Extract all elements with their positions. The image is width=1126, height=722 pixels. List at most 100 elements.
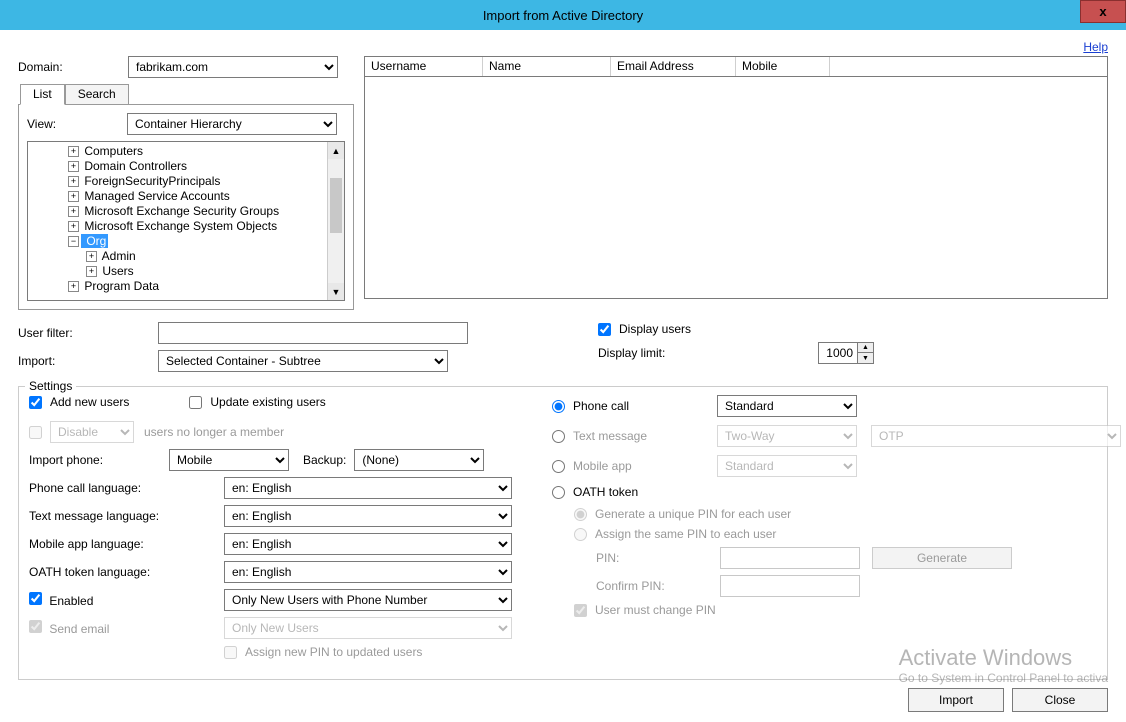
expand-icon[interactable]: +	[86, 266, 97, 277]
send-email-label: Send email	[49, 622, 109, 636]
tree-item[interactable]: + Users	[28, 264, 283, 279]
enabled-scope-select[interactable]: Only New Users with Phone Number	[224, 589, 512, 611]
send-email-checkbox	[29, 620, 42, 633]
expand-icon[interactable]: +	[68, 146, 79, 157]
help-link-row: Help	[18, 36, 1108, 56]
help-link[interactable]: Help	[1083, 40, 1108, 54]
display-limit-label: Display limit:	[598, 346, 818, 360]
language-select[interactable]: en: English	[224, 561, 512, 583]
column-header[interactable]: Email Address	[611, 57, 736, 76]
expand-icon[interactable]: +	[68, 161, 79, 172]
view-label: View:	[27, 117, 127, 131]
tree-item[interactable]: + Computers	[28, 144, 283, 159]
results-body[interactable]	[364, 77, 1108, 299]
disable-users-select: Disable	[50, 421, 134, 443]
tree-container: + Computers+ Domain Controllers+ Foreign…	[27, 141, 345, 301]
import-button[interactable]: Import	[908, 688, 1004, 712]
column-header[interactable]: Name	[483, 57, 611, 76]
language-select[interactable]: en: English	[224, 477, 512, 499]
tree[interactable]: + Computers+ Domain Controllers+ Foreign…	[28, 142, 283, 296]
import-phone-select[interactable]: Mobile	[169, 449, 289, 471]
backup-label: Backup:	[303, 453, 346, 467]
view-select[interactable]: Container Hierarchy	[127, 113, 337, 135]
tree-item[interactable]: + Program Data	[28, 279, 283, 294]
language-select[interactable]: en: English	[224, 533, 512, 555]
expand-icon[interactable]: +	[86, 251, 97, 262]
user-must-change-pin-checkbox	[574, 604, 587, 617]
phone-call-mode-select[interactable]: Standard	[717, 395, 857, 417]
pin-input	[720, 547, 860, 569]
results-header: UsernameNameEmail AddressMobile	[364, 56, 1108, 77]
tree-item[interactable]: + Managed Service Accounts	[28, 189, 283, 204]
display-limit-spinner[interactable]: ▲ ▼	[818, 342, 874, 364]
tree-item[interactable]: + Domain Controllers	[28, 159, 283, 174]
method-mobileapp-radio[interactable]	[552, 460, 565, 473]
user-filter-input[interactable]	[158, 322, 468, 344]
tab-search[interactable]: Search	[65, 84, 129, 105]
expand-icon[interactable]: +	[68, 191, 79, 202]
tree-item[interactable]: + Microsoft Exchange System Objects	[28, 219, 283, 234]
backup-select[interactable]: (None)	[354, 449, 484, 471]
tree-item[interactable]: + Microsoft Exchange Security Groups	[28, 204, 283, 219]
language-row: Mobile app language:en: English	[29, 533, 512, 555]
language-select[interactable]: en: English	[224, 505, 512, 527]
method-phone-radio[interactable]	[552, 400, 565, 413]
spin-up-icon[interactable]: ▲	[857, 343, 873, 353]
close-button[interactable]: Close	[1012, 688, 1108, 712]
language-row: OATH token language:en: English	[29, 561, 512, 583]
footer-buttons: Import Close	[18, 680, 1108, 712]
method-oath-label: OATH token	[573, 485, 713, 499]
tree-item-label: Microsoft Exchange System Objects	[81, 219, 277, 233]
tree-scrollbar[interactable]: ▲ ▼	[327, 142, 344, 300]
disable-users-suffix: users no longer a member	[144, 425, 284, 439]
display-users-label: Display users	[619, 322, 691, 336]
scroll-thumb[interactable]	[330, 178, 342, 233]
tree-item-label: Domain Controllers	[81, 159, 187, 173]
display-limit-input[interactable]	[819, 343, 857, 363]
generate-pin-button: Generate	[872, 547, 1012, 569]
expand-icon[interactable]: +	[68, 206, 79, 217]
enabled-checkbox[interactable]	[29, 592, 42, 605]
import-scope-select[interactable]: Selected Container - Subtree	[158, 350, 448, 372]
expand-icon[interactable]: +	[68, 281, 79, 292]
tree-item-label: Managed Service Accounts	[81, 189, 230, 203]
language-label: OATH token language:	[29, 565, 224, 579]
assign-same-pin-radio	[574, 528, 587, 541]
language-row: Text message language:en: English	[29, 505, 512, 527]
tree-item[interactable]: − Org	[28, 234, 283, 249]
tab-list[interactable]: List	[20, 84, 65, 105]
titlebar: Import from Active Directory x	[0, 0, 1126, 30]
text-message-mode-select: Two-Way	[717, 425, 857, 447]
column-header[interactable]: Username	[365, 57, 483, 76]
tab-list-panel: View: Container Hierarchy + Computers+ D…	[18, 104, 354, 310]
pin-label: PIN:	[596, 551, 716, 565]
collapse-icon[interactable]: −	[68, 236, 79, 247]
user-filter-label: User filter:	[18, 326, 158, 340]
disable-users-checkbox	[29, 426, 42, 439]
dialog-content: Help Domain: fabrikam.com List Search Vi…	[0, 30, 1126, 722]
update-existing-checkbox[interactable]	[189, 396, 202, 409]
tree-item[interactable]: + ForeignSecurityPrincipals	[28, 174, 283, 189]
tabs: List Search	[20, 84, 354, 105]
tree-item[interactable]: + Admin	[28, 249, 283, 264]
method-text-label: Text message	[573, 429, 713, 443]
user-must-change-pin-label: User must change PIN	[595, 603, 716, 617]
assign-pin-updated-checkbox	[224, 646, 237, 659]
column-header[interactable]: Mobile	[736, 57, 830, 76]
expand-icon[interactable]: +	[68, 221, 79, 232]
scroll-down-icon[interactable]: ▼	[328, 283, 344, 300]
add-new-users-checkbox[interactable]	[29, 396, 42, 409]
send-email-scope-select: Only New Users	[224, 617, 512, 639]
expand-icon[interactable]: +	[68, 176, 79, 187]
close-window-button[interactable]: x	[1080, 0, 1126, 23]
scroll-up-icon[interactable]: ▲	[328, 142, 344, 159]
tree-item-label: Users	[99, 264, 134, 278]
spin-down-icon[interactable]: ▼	[857, 353, 873, 363]
display-users-checkbox[interactable]	[598, 323, 611, 336]
assign-same-pin-label: Assign the same PIN to each user	[595, 527, 776, 541]
domain-select[interactable]: fabrikam.com	[128, 56, 338, 78]
method-text-radio[interactable]	[552, 430, 565, 443]
confirm-pin-input	[720, 575, 860, 597]
method-oath-radio[interactable]	[552, 486, 565, 499]
language-label: Mobile app language:	[29, 537, 224, 551]
